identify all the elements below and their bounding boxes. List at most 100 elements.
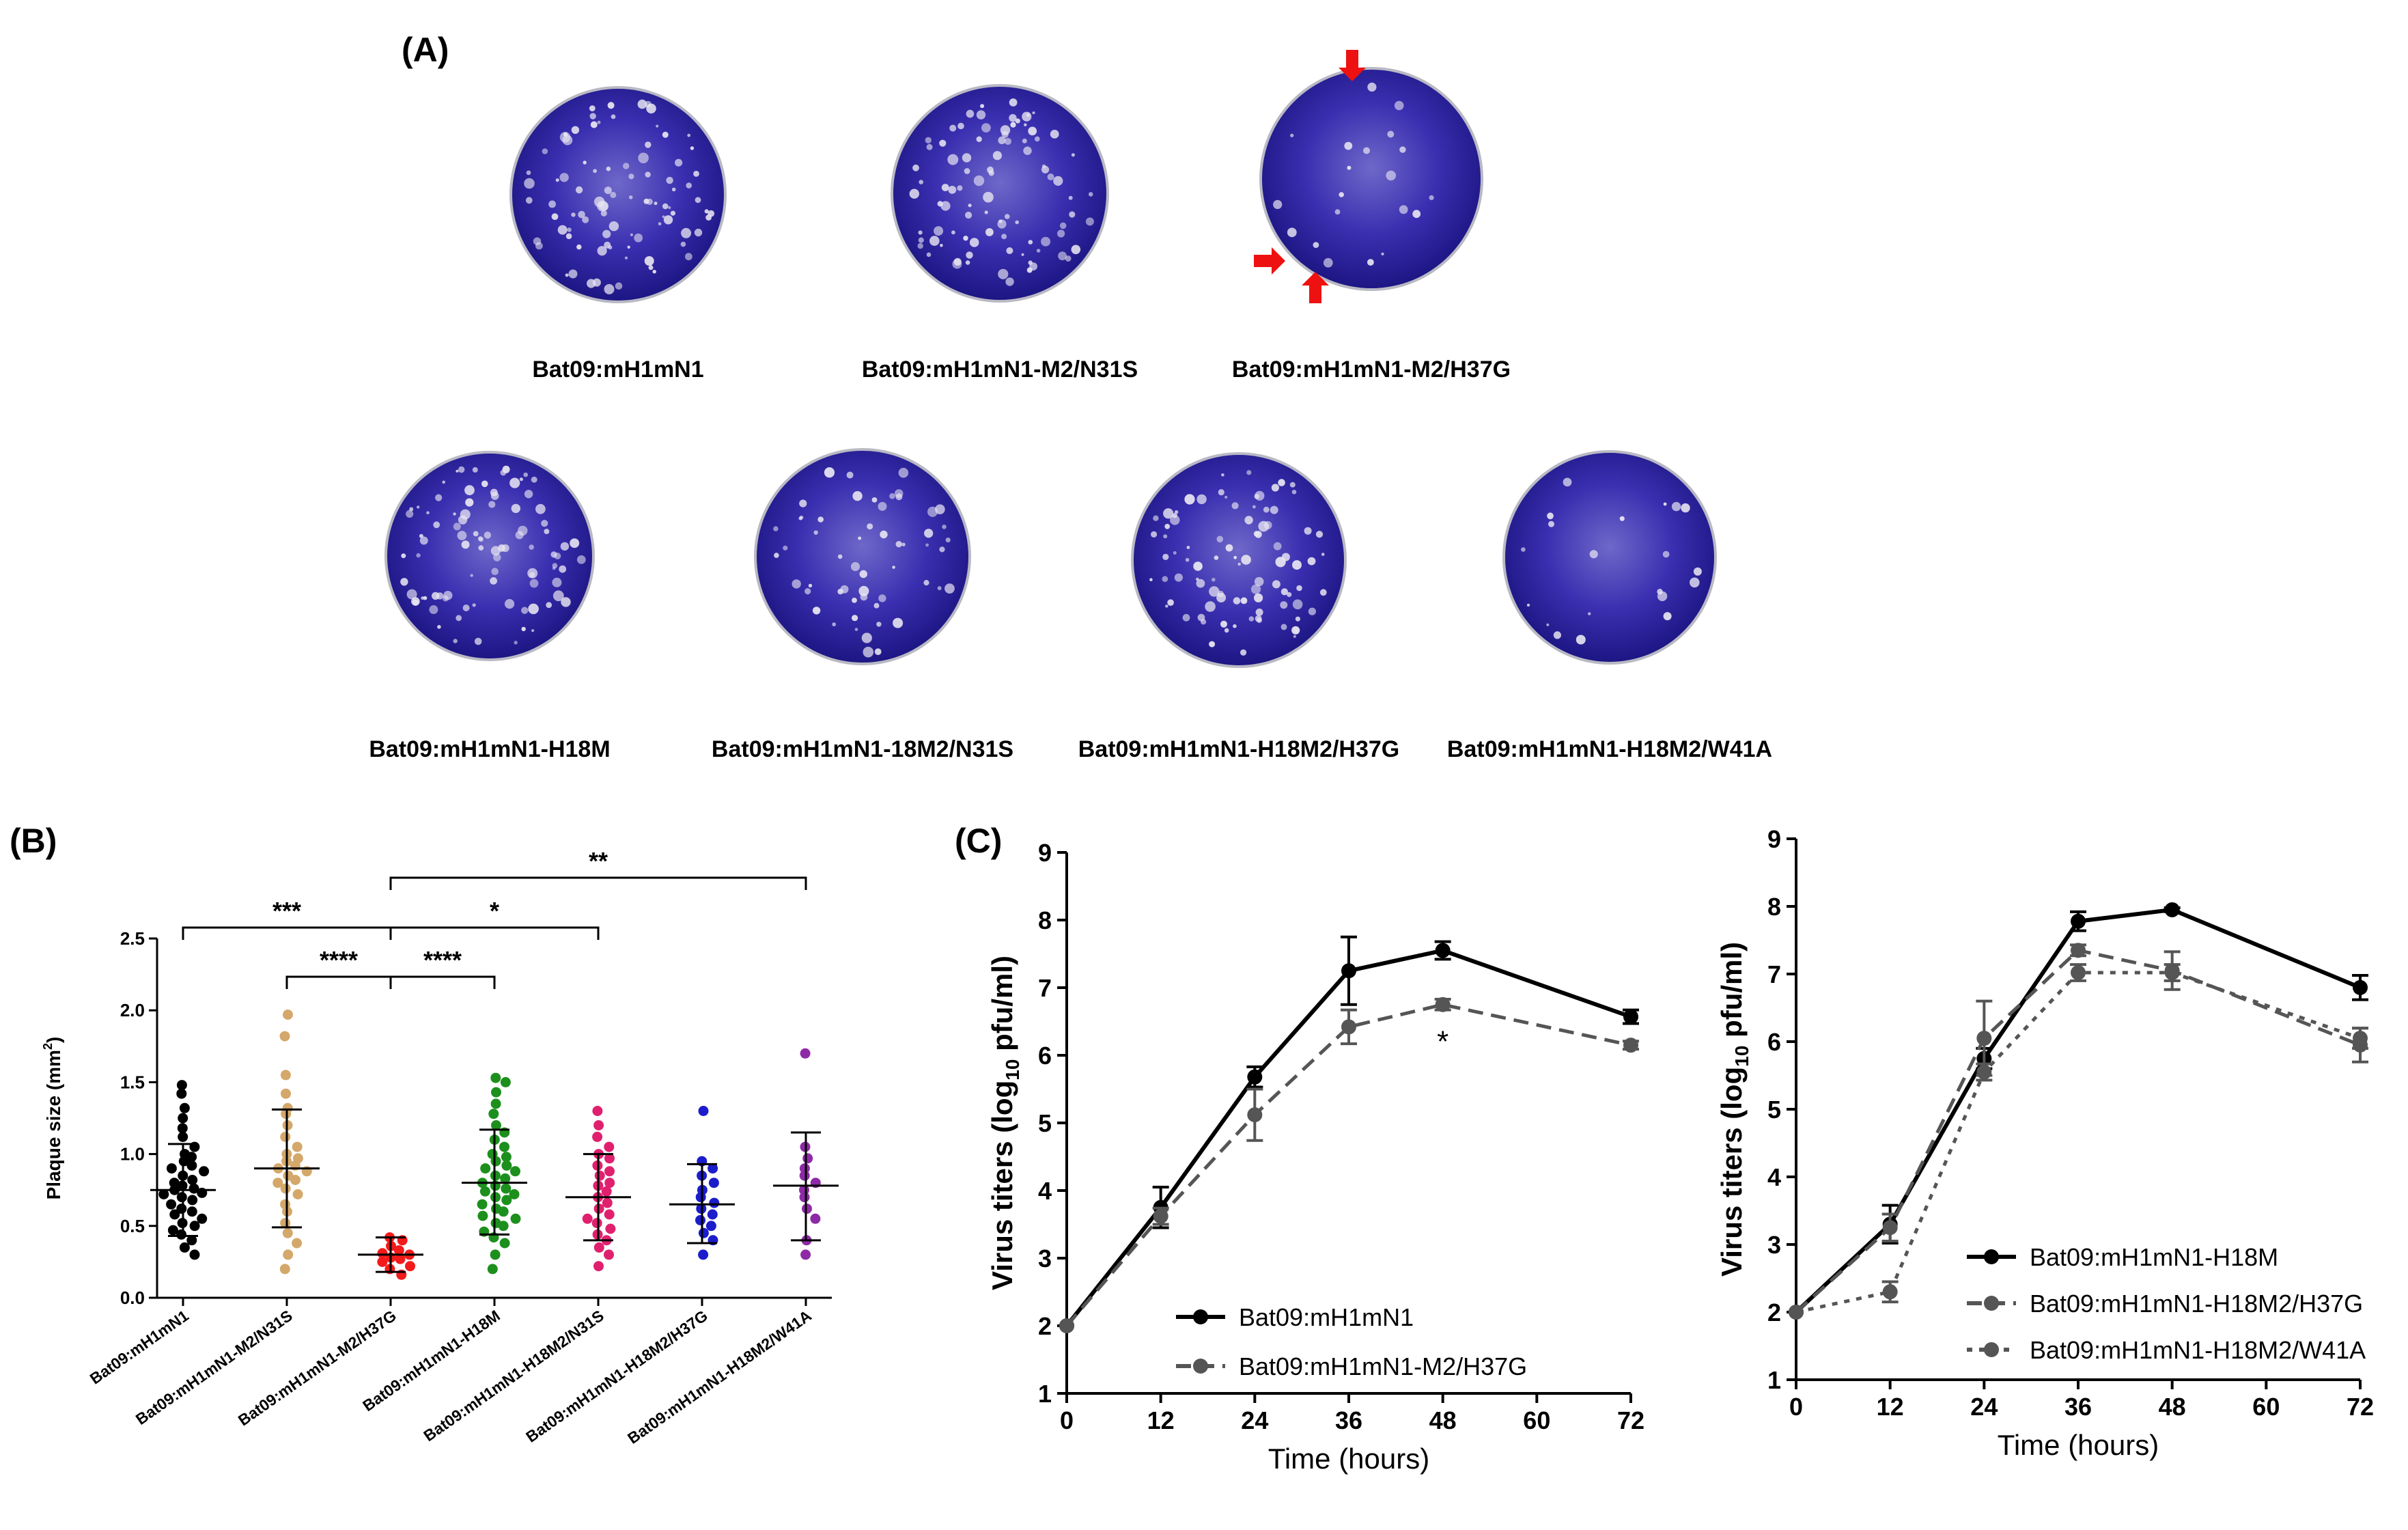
plaque (656, 124, 659, 128)
data-point (591, 1218, 602, 1229)
data-point (279, 1264, 290, 1275)
data-point (605, 1223, 616, 1234)
plaque (973, 175, 985, 186)
data-point (510, 1213, 521, 1224)
plaque (570, 538, 580, 548)
plaque (1151, 531, 1158, 538)
data-point (2071, 965, 2086, 981)
plaque (1671, 501, 1681, 512)
plaque (852, 598, 857, 603)
data-point (280, 1070, 291, 1081)
plaque (1209, 641, 1216, 648)
plaque (861, 632, 872, 643)
plaque (488, 501, 496, 508)
plaque (435, 494, 443, 501)
x-tick-label: 60 (1523, 1406, 1550, 1434)
data-point (1976, 1031, 1992, 1046)
plaque (1255, 608, 1263, 616)
plaque (1024, 123, 1027, 126)
plaque (554, 553, 561, 559)
plaque (1035, 136, 1040, 142)
plaque (966, 251, 973, 259)
plaque (560, 542, 570, 551)
plaque (1693, 567, 1702, 576)
plaque (1292, 560, 1302, 570)
plaque (694, 228, 703, 237)
plaque (1273, 199, 1283, 209)
plaque (644, 256, 654, 266)
plaque (1547, 512, 1554, 520)
plaque (1244, 516, 1253, 525)
legend-marker (1984, 1342, 1999, 1357)
plaque (541, 520, 548, 527)
plaque (529, 579, 539, 588)
data-point (176, 1088, 187, 1099)
plaque (645, 171, 651, 178)
plaque (606, 166, 611, 171)
plaque (478, 537, 484, 542)
data-point (1435, 997, 1451, 1012)
plaque (1186, 546, 1190, 549)
plaque (969, 238, 979, 247)
plaque (542, 148, 548, 154)
plaque (544, 529, 550, 535)
plaque (1006, 247, 1013, 254)
plaque (582, 216, 589, 223)
data-point (490, 1098, 501, 1109)
data-point (189, 1249, 200, 1260)
data-point (167, 1225, 178, 1236)
data-point (189, 1221, 200, 1232)
plaque (1058, 251, 1067, 261)
data-point (1341, 1019, 1356, 1035)
plaque (1387, 130, 1395, 138)
plaque (863, 646, 874, 658)
plaque (1386, 170, 1396, 181)
x-tick-label: 48 (1429, 1406, 1457, 1434)
data-point (708, 1178, 719, 1188)
red-arrow-icon (1339, 50, 1366, 81)
plaque (1257, 617, 1262, 623)
plaque (628, 173, 634, 180)
data-point (500, 1076, 511, 1087)
series-line (1794, 907, 2362, 1314)
plaque (948, 186, 957, 194)
data-point (594, 1170, 605, 1181)
plaque (988, 170, 994, 176)
y-tick-label: 2 (1767, 1298, 1781, 1326)
plaque (1174, 510, 1179, 514)
significance-label: ** (589, 847, 608, 875)
plaque (1015, 118, 1020, 124)
plaque (998, 136, 1006, 145)
data-point (708, 1163, 718, 1174)
plaque (1057, 230, 1065, 238)
plaque (1246, 470, 1252, 475)
plaque (500, 469, 507, 476)
plaque (628, 195, 633, 199)
plaque (559, 565, 567, 573)
series-2 (1059, 997, 1639, 1333)
legend-label: Bat09:mH1mN1-H18M2/H37G (2030, 1290, 2363, 1318)
plaque (1029, 262, 1037, 270)
plaque (478, 545, 484, 551)
plaque (892, 566, 895, 569)
plaque (662, 203, 669, 210)
data-point (176, 1229, 186, 1240)
plaque (1009, 98, 1018, 107)
data-point (169, 1209, 180, 1220)
plaque (675, 158, 683, 167)
x-tick-label: 72 (2347, 1393, 2374, 1421)
data-point (477, 1199, 488, 1210)
data-point (186, 1235, 197, 1246)
plaque (1270, 505, 1278, 514)
data-point (1341, 963, 1356, 979)
plaque (1344, 141, 1353, 150)
plaque (1184, 494, 1195, 505)
plaque (1047, 173, 1054, 180)
plaque (474, 637, 482, 645)
y-tick-label: 4 (1038, 1177, 1052, 1205)
plaque (1339, 192, 1344, 197)
significance-bracket: **** (389, 946, 496, 989)
plaque (935, 504, 945, 514)
plaque (685, 253, 692, 261)
plaque (992, 151, 1002, 161)
